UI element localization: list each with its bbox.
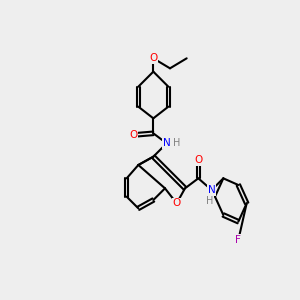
Text: N: N — [163, 138, 170, 148]
Text: N: N — [208, 185, 215, 195]
Text: O: O — [129, 130, 137, 140]
Text: F: F — [236, 235, 241, 245]
Text: O: O — [172, 198, 181, 208]
Text: N: N — [163, 138, 170, 148]
Text: O: O — [194, 155, 202, 165]
Text: O: O — [149, 53, 158, 63]
Text: H: H — [173, 138, 181, 148]
Text: H: H — [206, 196, 213, 206]
